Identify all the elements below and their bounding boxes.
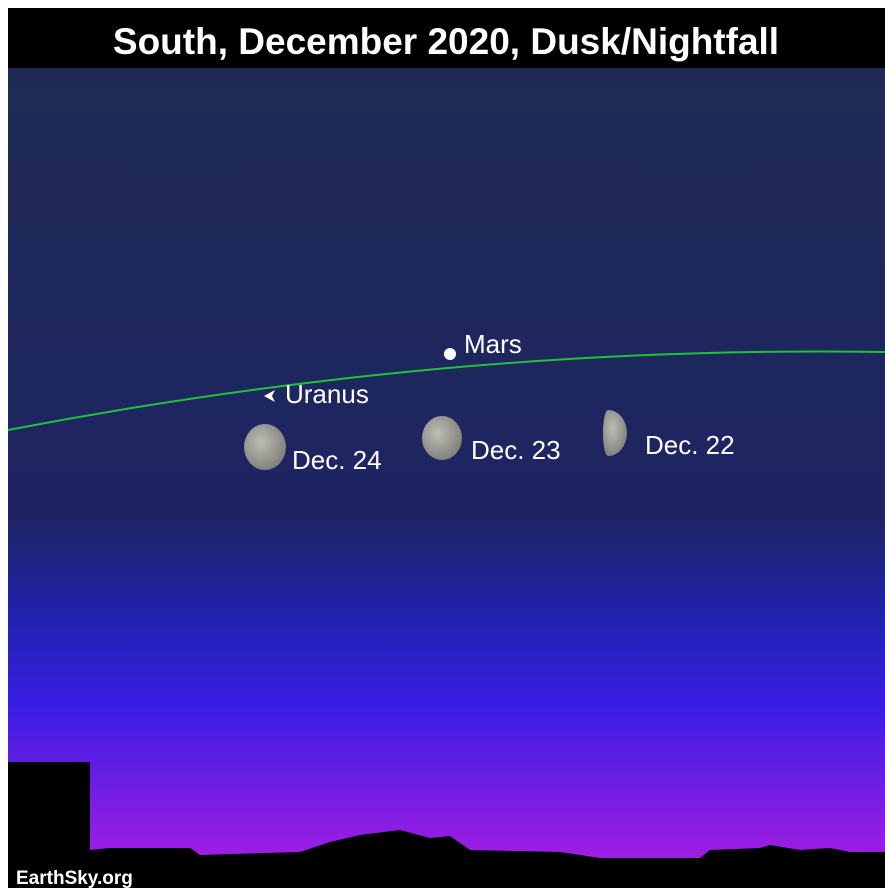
horizon-silhouette: [8, 762, 885, 888]
mars-label: Mars: [464, 329, 522, 359]
moon-label: Dec. 23: [471, 435, 561, 465]
ecliptic: [7, 350, 885, 431]
uranus-label: Uranus: [285, 379, 369, 409]
moon: [422, 416, 462, 460]
title-bar: [8, 8, 885, 68]
credit: EarthSky.org: [16, 868, 133, 888]
sky: [8, 68, 885, 888]
moon-label: Dec. 24: [292, 445, 382, 475]
moon-label: Dec. 22: [645, 430, 735, 460]
moon: [603, 410, 627, 456]
uranus-marker: [264, 390, 275, 402]
title: South, December 2020, Dusk/Nightfall: [113, 21, 779, 62]
mars-dot: [444, 348, 456, 360]
moon: [244, 424, 286, 470]
